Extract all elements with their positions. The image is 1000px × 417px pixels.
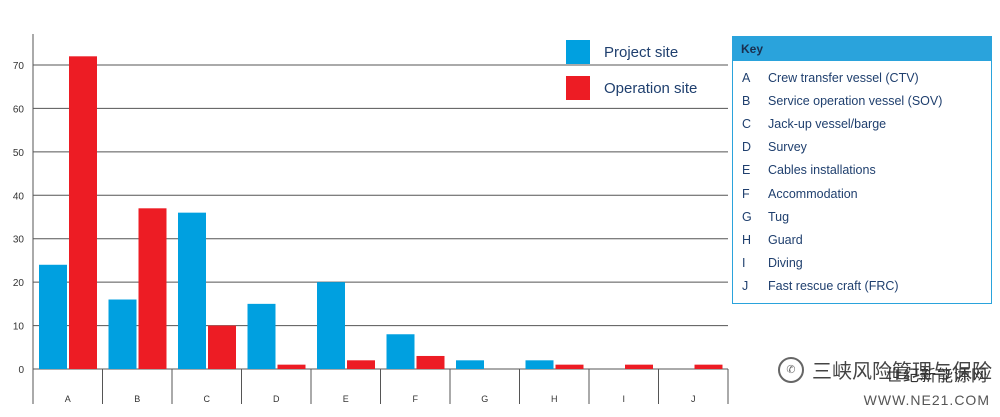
bar-operation-site-b <box>138 208 167 369</box>
key-item: D Survey <box>733 136 991 159</box>
y-tick-label: 70 <box>13 61 25 72</box>
x-tick-label: B <box>134 394 140 404</box>
key-item-letter: A <box>742 70 751 85</box>
bar-operation-site-e <box>347 360 375 369</box>
key-box: Key A Crew transfer vessel (CTV) B Service … <box>732 36 992 304</box>
key-item-label: Tug <box>768 209 790 224</box>
bar-project-site-f <box>386 334 415 369</box>
key-item-letter: F <box>742 186 750 201</box>
key-item-label: Service operation vessel (SOV) <box>768 93 943 108</box>
bar-project-site-h <box>525 360 554 369</box>
x-tick-label: E <box>343 394 349 404</box>
legend-item-project-site: Project site <box>566 34 697 70</box>
key-item: J Fast rescue craft (FRC) <box>733 275 991 298</box>
bar-project-site-b <box>108 299 137 369</box>
y-tick-label: 0 <box>18 365 24 376</box>
y-tick-label: 30 <box>13 235 25 246</box>
key-item: I Diving <box>733 252 991 275</box>
bar-operation-site-i <box>625 364 653 369</box>
bar-project-site-c <box>178 212 206 369</box>
key-item: C Jack-up vessel/barge <box>733 112 991 135</box>
key-item-label: Jack-up vessel/barge <box>768 116 887 131</box>
x-tick-label: A <box>65 394 71 404</box>
legend-item-operation-site: Operation site <box>566 70 697 106</box>
watermark: ✆ 三峡风险管理与保险 <box>778 355 992 384</box>
bar-project-site-a <box>39 264 67 369</box>
bar-operation-site-c <box>208 325 236 369</box>
y-tick-label: 10 <box>13 322 25 333</box>
key-list: A Crew transfer vessel (CTV) B Service oper… <box>733 66 991 298</box>
legend-label-operation-site: Operation site <box>604 79 698 97</box>
key-item-label: Cables installations <box>768 163 876 178</box>
x-tick-label: D <box>273 394 280 404</box>
y-tick-label: 40 <box>13 191 25 202</box>
y-tick-label: 60 <box>13 104 25 115</box>
key-item-letter: E <box>742 163 751 178</box>
watermark-text: 三峡风险管理与保险 <box>812 361 992 383</box>
key-item-label: Guard <box>768 232 803 247</box>
legend-swatch-project-site <box>566 40 590 64</box>
key-item-label: Accommodation <box>768 186 858 201</box>
key-item-letter: G <box>742 209 752 224</box>
key-item: E Cables installations <box>733 159 991 182</box>
key-item: H Guard <box>733 228 991 251</box>
key-item-letter: I <box>742 256 746 271</box>
x-tick-label: F <box>413 394 419 404</box>
key-item-letter: J <box>742 279 749 294</box>
x-tick-label: J <box>691 394 696 404</box>
x-tick-label: G <box>481 394 488 404</box>
key-title: Key <box>733 37 991 61</box>
bar-project-site-d <box>247 303 276 369</box>
wechat-icon: ✆ <box>778 356 804 383</box>
bar-operation-site-a <box>69 56 97 370</box>
x-tick-label: C <box>204 394 211 404</box>
legend-swatch-operation-site <box>566 76 590 100</box>
key-item: F Accommodation <box>733 182 991 205</box>
x-tick-label: H <box>551 394 558 404</box>
key-item: B Service operation vessel (SOV) <box>733 89 991 112</box>
bar-project-site-g <box>456 360 484 369</box>
key-item-label: Diving <box>768 256 803 271</box>
key-item-letter: C <box>742 116 752 131</box>
watermark-url-text: WWW.NE21.COM <box>863 392 990 408</box>
key-item-letter: B <box>742 93 751 108</box>
key-item-label: Crew transfer vessel (CTV) <box>768 70 919 85</box>
bar-operation-site-f <box>416 355 445 369</box>
bar-operation-site-j <box>694 364 723 369</box>
key-item: G Tug <box>733 205 991 228</box>
watermark-url: 世纪新能源网 WWW.NE21.COM <box>863 368 990 408</box>
legend-label-project-site: Project site <box>604 43 679 61</box>
bar-operation-site-h <box>555 364 584 369</box>
watermark-overlay: 世纪新能源网 <box>885 368 988 385</box>
key-item-letter: D <box>742 140 752 155</box>
bar-project-site-e <box>317 282 345 369</box>
key-item: A Crew transfer vessel (CTV) <box>733 66 991 89</box>
bar-operation-site-d <box>277 364 306 369</box>
key-item-letter: H <box>742 232 752 247</box>
x-tick-label: I <box>622 394 625 404</box>
y-tick-label: 20 <box>13 278 25 289</box>
key-item-label: Fast rescue craft (FRC) <box>768 279 899 294</box>
legend: Project site Operation site <box>566 34 697 106</box>
y-tick-label: 50 <box>13 148 25 159</box>
key-item-label: Survey <box>768 140 807 155</box>
